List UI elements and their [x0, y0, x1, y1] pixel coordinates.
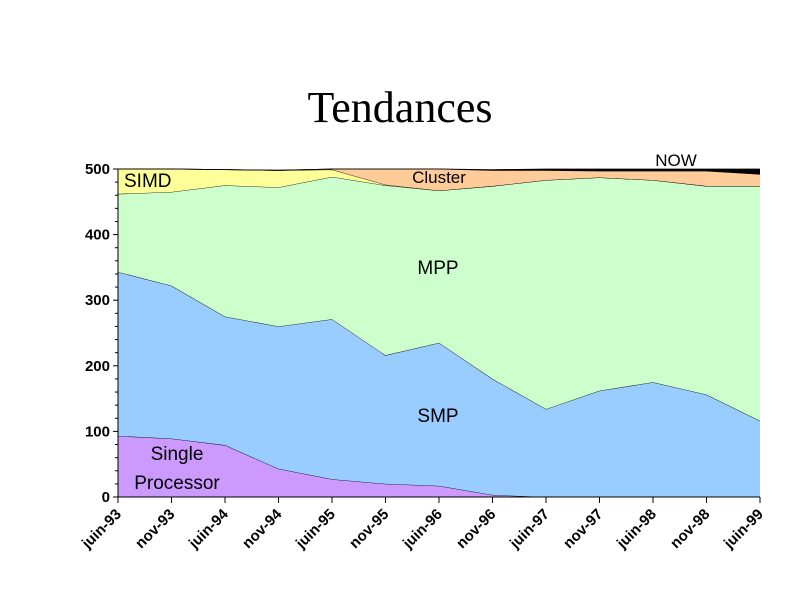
area-now	[118, 169, 760, 175]
y-tick-label: 100	[85, 423, 110, 440]
y-tick-label: 300	[85, 292, 110, 309]
x-tick-label: juin-98	[613, 506, 660, 553]
y-tick-label: 400	[85, 227, 110, 244]
x-tick-label: juin-94	[185, 505, 232, 552]
y-tick-label: 0	[102, 489, 110, 506]
label-cluster: Cluster	[412, 168, 466, 187]
label-single-processor-line2: Processor	[134, 473, 220, 494]
x-tick-label: nov-93	[132, 506, 178, 552]
area-mpp	[118, 176, 760, 421]
x-tick-label: nov-97	[560, 506, 606, 552]
x-tick-label: juin-97	[506, 506, 553, 553]
label-now: NOW	[655, 151, 697, 170]
label-mpp: MPP	[417, 258, 458, 279]
x-tick-label: juin-96	[399, 506, 446, 553]
boundary-now	[118, 168, 760, 171]
area-cluster	[118, 169, 760, 191]
x-tick-label: nov-95	[346, 506, 392, 552]
y-tick-label: 500	[85, 161, 110, 178]
area-layers	[117, 168, 761, 498]
y-tick-label: 200	[85, 358, 110, 375]
x-tick-label: nov-98	[667, 506, 713, 552]
x-tick-label: juin-93	[78, 506, 125, 553]
area-labels: Single Processor SMP MPP SIMD Cluster NO…	[124, 151, 697, 494]
x-tick-label: juin-95	[292, 506, 339, 553]
x-tick-label: nov-96	[453, 506, 499, 552]
label-single-processor-line1: Single	[151, 444, 204, 465]
label-smp: SMP	[417, 406, 458, 427]
area-single-processor	[118, 435, 760, 497]
chart-title: Tendances	[307, 83, 493, 132]
label-simd: SIMD	[124, 171, 172, 192]
x-tick-label: nov-94	[239, 505, 286, 552]
area-smp	[118, 271, 760, 497]
x-tick-label: juin-99	[720, 506, 767, 553]
area-simd	[118, 169, 760, 194]
